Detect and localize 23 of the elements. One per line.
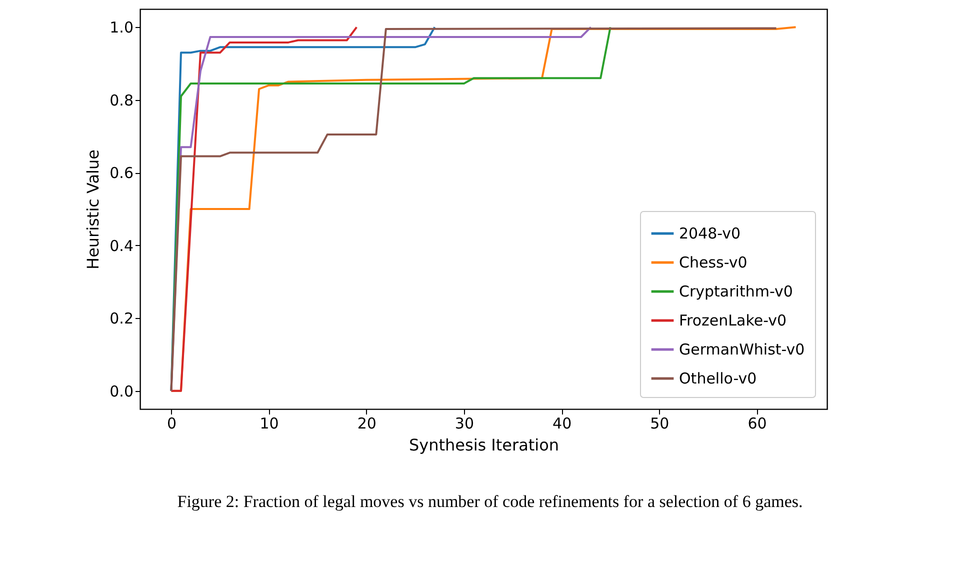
x-tick-label: 20 bbox=[357, 414, 376, 432]
x-tick-label: 10 bbox=[260, 414, 279, 432]
legend-label: Cryptarithm-v0 bbox=[679, 282, 793, 300]
x-tick-label: 60 bbox=[748, 414, 767, 432]
caption: Figure 2: Fraction of legal moves vs number of code refinements for a selection of 6 games. bbox=[176, 492, 804, 512]
y-axis-title: Heuristic Value bbox=[84, 150, 103, 270]
y-tick-label: 1.0 bbox=[110, 18, 134, 37]
legend-label: 2048-v0 bbox=[679, 224, 741, 242]
y-tick-label: 0.6 bbox=[110, 164, 134, 182]
legend-label: GermanWhist-v0 bbox=[679, 340, 805, 358]
x-tick-label: 40 bbox=[552, 414, 572, 432]
legend-label: Othello-v0 bbox=[679, 370, 757, 388]
y-tick-label: 0.2 bbox=[110, 310, 134, 328]
line-series bbox=[170, 26, 358, 392]
x-tick-label: 30 bbox=[454, 414, 474, 432]
y-tick-label: 0.0 bbox=[110, 382, 134, 400]
legend-label: FrozenLake-v0 bbox=[679, 312, 787, 330]
y-tick-label: 0.8 bbox=[110, 91, 134, 110]
x-tick-label: 50 bbox=[650, 414, 670, 432]
x-axis-title: Synthesis Iteration bbox=[408, 436, 560, 454]
y-tick-label: 0.4 bbox=[110, 236, 134, 255]
x-tick-label: 0 bbox=[166, 414, 176, 432]
legend-label: Chess-v0 bbox=[679, 254, 748, 272]
